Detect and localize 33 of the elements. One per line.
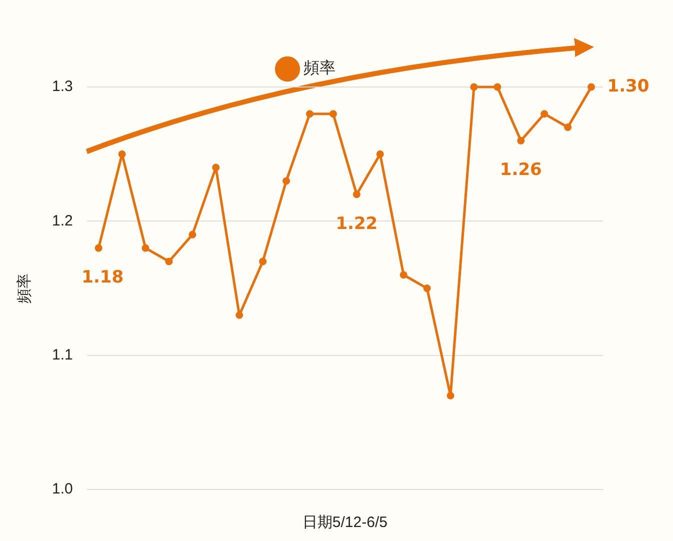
- point: [376, 150, 384, 158]
- point: [470, 83, 478, 91]
- data-label: 1.22: [336, 214, 378, 234]
- point: [423, 284, 431, 292]
- point: [306, 110, 314, 118]
- point: [259, 258, 267, 266]
- point: [400, 271, 408, 279]
- point: [282, 177, 290, 185]
- y-axis-title: 頻率: [16, 273, 34, 304]
- point: [517, 136, 525, 144]
- point: [188, 230, 196, 238]
- point: [142, 244, 150, 252]
- point: [564, 124, 572, 132]
- y-tick-label: 1.0: [52, 480, 73, 498]
- point: [329, 110, 337, 118]
- point: [118, 150, 126, 158]
- point: [446, 392, 454, 400]
- data-label: 1.30: [607, 76, 650, 96]
- x-axis-title: 日期5/12-6/5: [302, 514, 388, 532]
- point: [588, 83, 596, 91]
- point: [212, 164, 220, 172]
- y-tick-label: 1.1: [52, 346, 73, 364]
- legend-label: 頻率: [304, 58, 336, 78]
- data-label: 1.26: [500, 160, 542, 180]
- point: [540, 110, 548, 118]
- point: [352, 190, 360, 198]
- point: [236, 311, 244, 319]
- point: [165, 258, 173, 266]
- y-tick-label: 1.2: [52, 212, 73, 230]
- point: [94, 244, 102, 252]
- point: [494, 83, 502, 91]
- y-tick-label: 1.3: [52, 78, 73, 96]
- data-label: 1.18: [82, 267, 124, 288]
